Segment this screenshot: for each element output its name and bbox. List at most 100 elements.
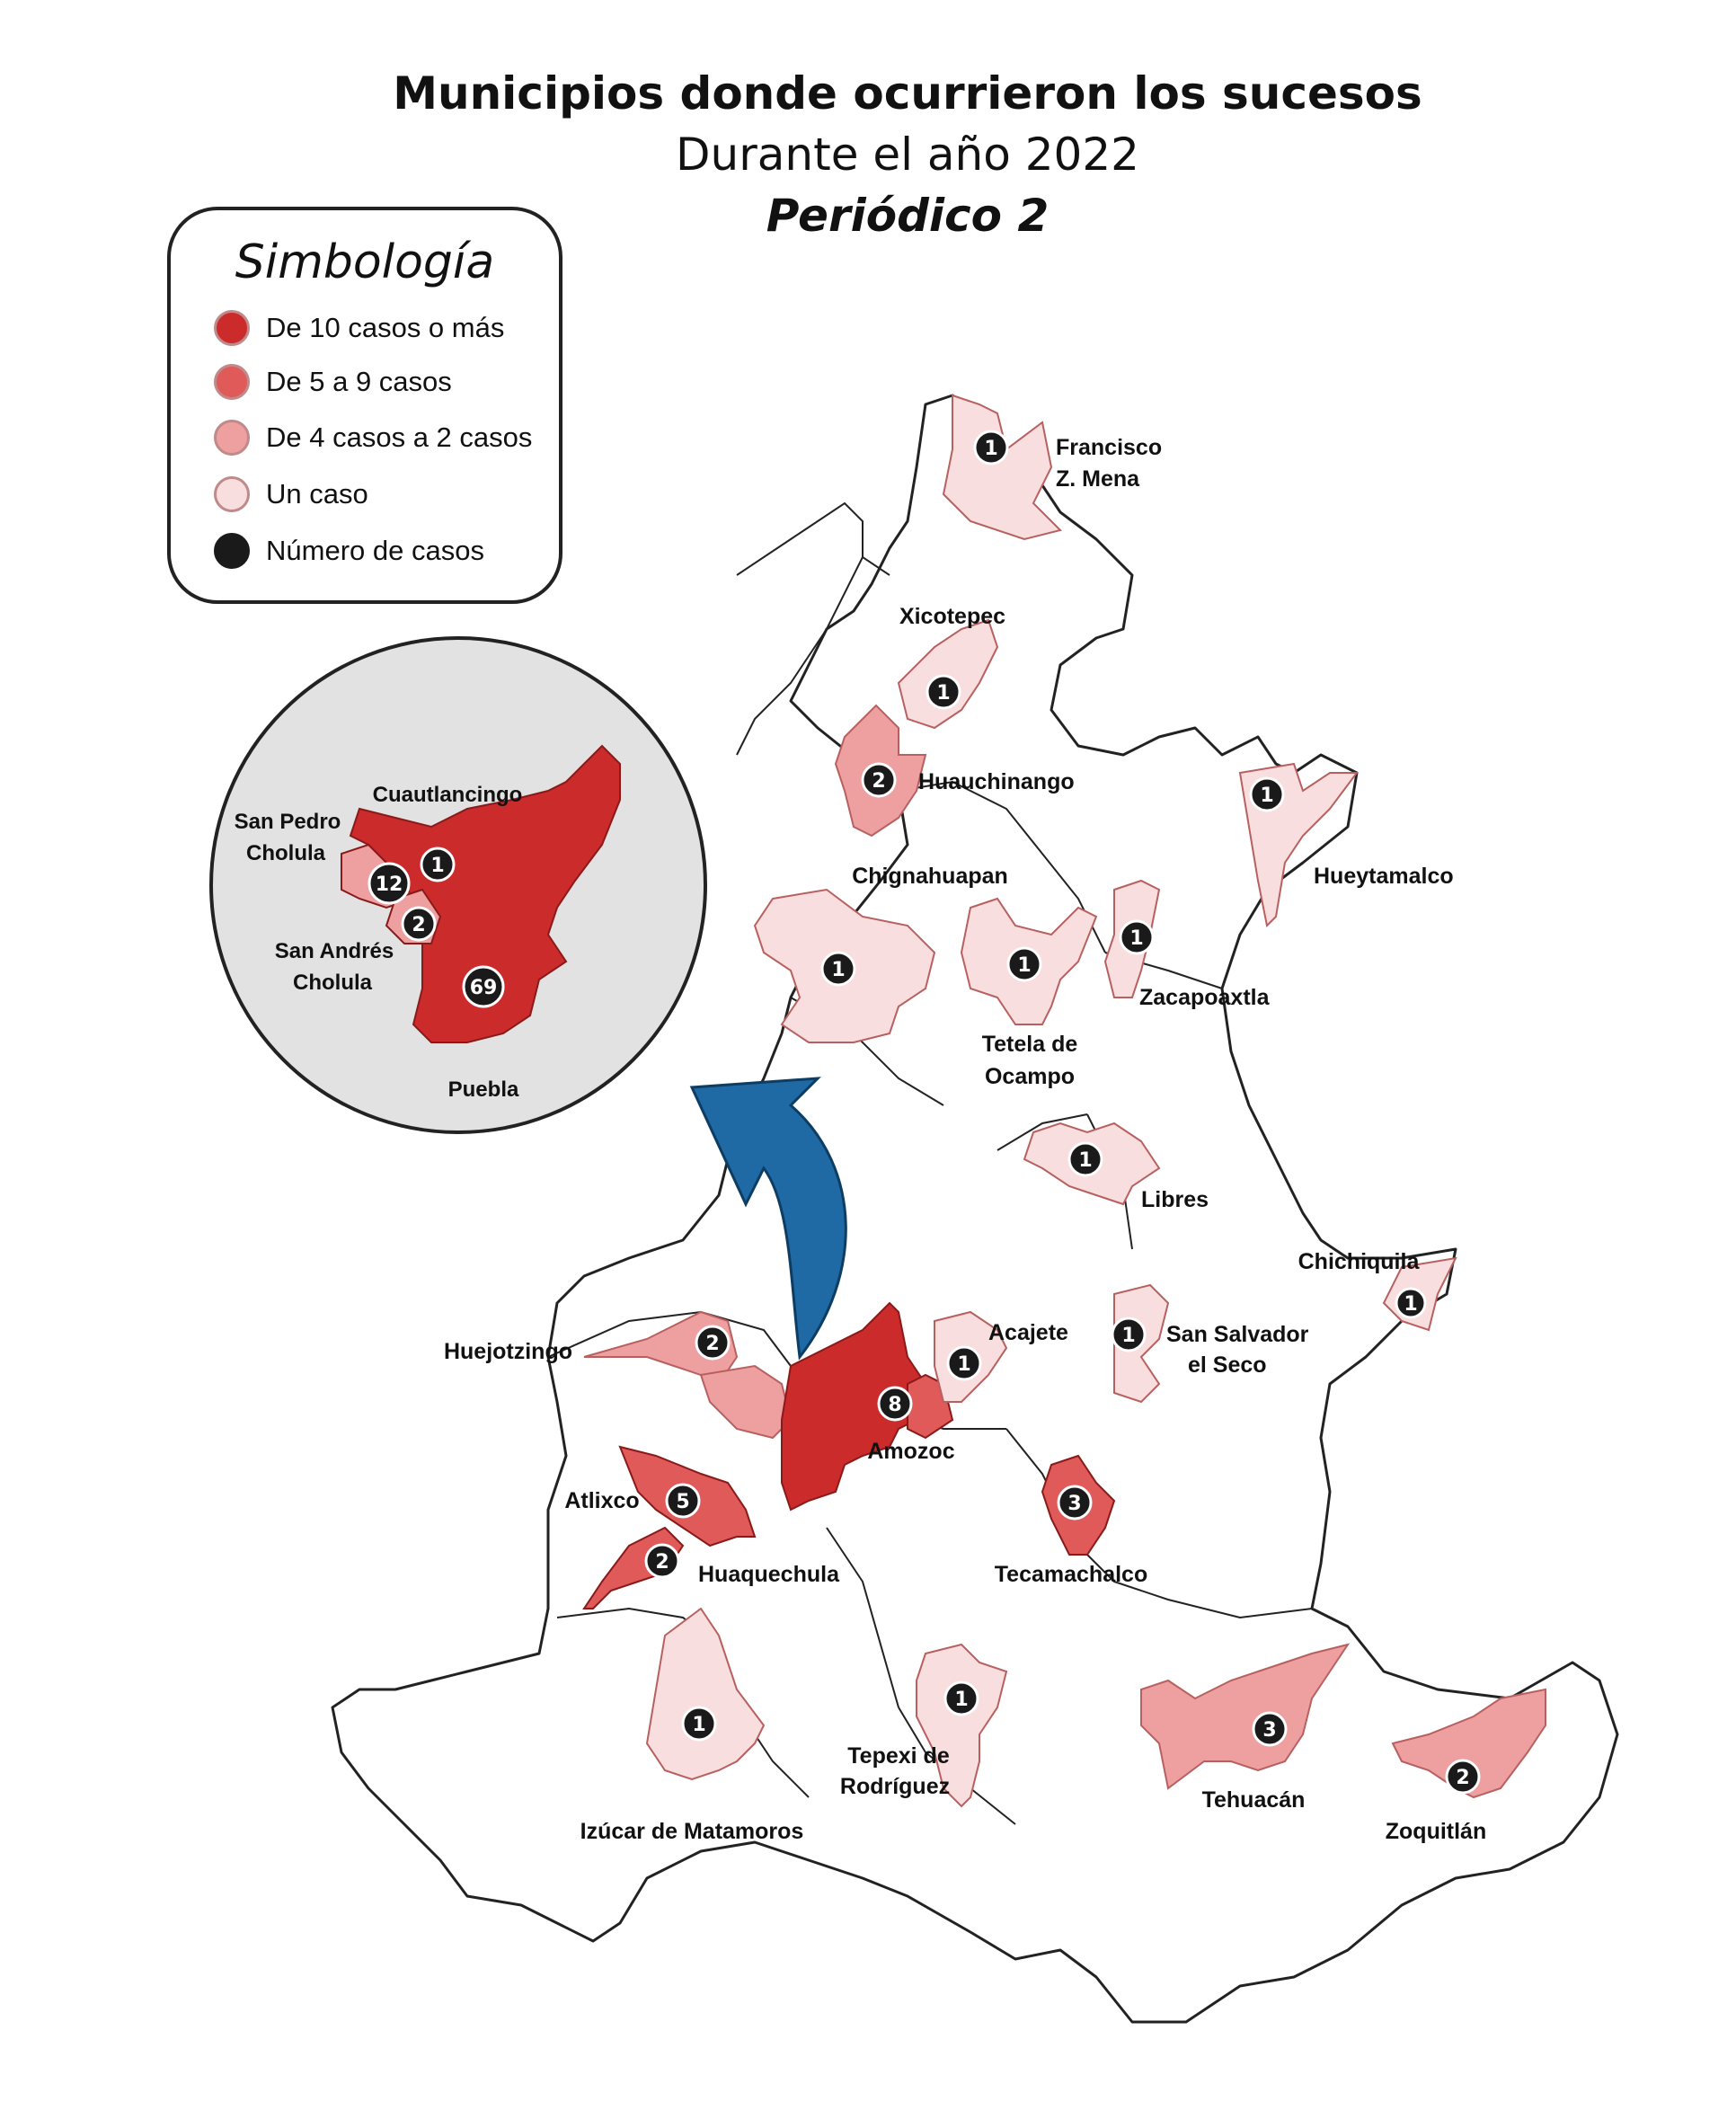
label-tehuacan: Tehuacán (1202, 1787, 1306, 1813)
map-subtitle: Durante el año 2022 (676, 129, 1139, 181)
svg-text:1: 1 (954, 1689, 968, 1711)
marker-izucar: 1 (681, 1706, 717, 1742)
inset-label-san-pedro-2: Cholula (246, 841, 326, 865)
marker-zacapoaxtla: 1 (1119, 919, 1155, 955)
inset-marker-san-andres: 2 (401, 906, 437, 942)
svg-text:1: 1 (1078, 1149, 1092, 1172)
label-huauchinango: Huauchinango (918, 769, 1075, 794)
marker-huaquechula: 2 (644, 1543, 680, 1579)
svg-text:2: 2 (705, 1333, 719, 1355)
svg-text:1: 1 (1129, 927, 1143, 950)
label-tetela-2: Ocampo (985, 1064, 1075, 1089)
marker-san-salvador: 1 (1111, 1317, 1147, 1352)
svg-text:2: 2 (412, 914, 425, 936)
marker-tecamachalco: 3 (1057, 1485, 1093, 1521)
label-hueytamalco: Hueytamalco (1314, 864, 1454, 889)
marker-huejotzingo: 2 (695, 1325, 731, 1361)
label-francisco-z-mena-2: Z. Mena (1056, 466, 1140, 492)
legend-item-medium: De 5 a 9 casos (214, 359, 452, 404)
legend-item-single: Un caso (214, 472, 368, 517)
label-tepexi-2: Rodríguez (840, 1774, 950, 1799)
inset-label-puebla: Puebla (448, 1077, 519, 1102)
label-francisco-z-mena-1: Francisco (1056, 435, 1162, 460)
map-title-block: Municipios donde ocurrieron los sucesos … (0, 63, 1736, 246)
legend-item-low: De 4 casos a 2 casos (214, 415, 532, 460)
region-zoquitlan (1391, 1688, 1546, 1799)
svg-text:1: 1 (936, 682, 950, 705)
svg-text:1: 1 (1017, 954, 1031, 977)
legend-label-medium: De 5 a 9 casos (266, 366, 452, 397)
region-huejotzingo (583, 1310, 739, 1386)
label-izucar: Izúcar de Matamoros (580, 1819, 804, 1844)
marker-francisco-z-mena: 1 (973, 430, 1009, 466)
legend-label-single: Un caso (266, 478, 368, 510)
label-zoquitlan: Zoquitlán (1386, 1819, 1486, 1844)
legend-swatch-high (214, 310, 250, 346)
marker-atlixco: 5 (665, 1483, 701, 1519)
legend-label-high: De 10 casos o más (266, 312, 505, 343)
legend-items: De 10 casos o más De 5 a 9 casos De 4 ca… (167, 207, 562, 604)
top-branch (736, 501, 890, 756)
inset-label-cuautlancingo: Cuautlancingo (373, 783, 523, 807)
legend-heading: Simbología (235, 235, 495, 289)
map-title: Municipios donde ocurrieron los sucesos (393, 67, 1422, 120)
svg-text:1: 1 (692, 1714, 705, 1736)
marker-chignahuapan: 1 (820, 951, 856, 987)
marker-tetela: 1 (1006, 946, 1042, 982)
svg-text:2: 2 (655, 1551, 669, 1574)
label-atlixco: Atlixco (564, 1488, 639, 1513)
svg-text:1: 1 (831, 959, 845, 981)
label-chignahuapan: Chignahuapan (852, 864, 1008, 889)
legend-label-count: Número de casos (266, 535, 484, 566)
label-huaquechula: Huaquechula (698, 1562, 840, 1587)
marker-amozoc: 8 (877, 1386, 913, 1422)
label-tecamachalco: Tecamachalco (995, 1562, 1147, 1587)
svg-text:12: 12 (376, 873, 403, 896)
legend-swatch-single (214, 476, 250, 512)
label-chichiquila: Chichiquila (1298, 1249, 1421, 1274)
inset-marker-puebla: 69 (462, 965, 505, 1008)
region-puebla-capital (781, 1301, 936, 1512)
label-huejotzingo: Huejotzingo (444, 1339, 572, 1364)
map-source: Periódico 2 (766, 190, 1050, 242)
svg-text:2: 2 (872, 770, 885, 793)
inset-label-san-pedro-1: San Pedro (235, 810, 341, 834)
label-xicotepec: Xicotepec (899, 604, 1005, 629)
svg-text:69: 69 (470, 977, 498, 999)
zoom-arrow (689, 1077, 847, 1361)
region-tehuacan (1140, 1643, 1351, 1790)
legend-swatch-count (214, 533, 250, 569)
svg-text:2: 2 (1456, 1767, 1469, 1789)
inset-marker-cuautlancingo: 1 (420, 847, 456, 882)
marker-hueytamalco: 1 (1249, 776, 1285, 812)
legend-swatch-medium (214, 364, 250, 400)
marker-xicotepec: 1 (926, 674, 961, 710)
legend-item-high: De 10 casos o más (214, 306, 504, 350)
marker-huauchinango: 2 (861, 762, 897, 798)
svg-text:1: 1 (1260, 785, 1273, 807)
svg-text:8: 8 (888, 1394, 901, 1416)
label-san-salvador-1: San Salvador (1166, 1322, 1309, 1347)
svg-text:1: 1 (430, 855, 444, 877)
label-tetela-1: Tetela de (982, 1032, 1078, 1057)
marker-zoquitlan: 2 (1445, 1759, 1481, 1795)
legend-label-low: De 4 casos a 2 casos (266, 421, 533, 453)
label-libres: Libres (1141, 1187, 1209, 1212)
region-xicotepec (897, 618, 999, 730)
region-tepexi (916, 1643, 1008, 1808)
label-san-salvador-2: el Seco (1188, 1352, 1267, 1378)
label-tepexi-1: Tepexi de (847, 1743, 950, 1769)
marker-tepexi: 1 (943, 1680, 979, 1716)
marker-chichiquila: 1 (1395, 1287, 1427, 1319)
svg-text:1: 1 (1404, 1293, 1417, 1316)
svg-text:1: 1 (957, 1353, 970, 1376)
inset-marker-san-pedro: 12 (368, 862, 411, 905)
marker-libres: 1 (1067, 1141, 1103, 1177)
marker-tehuacan: 3 (1252, 1711, 1288, 1747)
region-francisco-z-mena (942, 394, 1062, 541)
svg-text:1: 1 (984, 438, 997, 460)
inset-label-san-andres-1: San Andrés (275, 939, 394, 963)
inset-label-san-andres-2: Cholula (293, 971, 373, 995)
marker-acajete: 1 (946, 1345, 982, 1381)
